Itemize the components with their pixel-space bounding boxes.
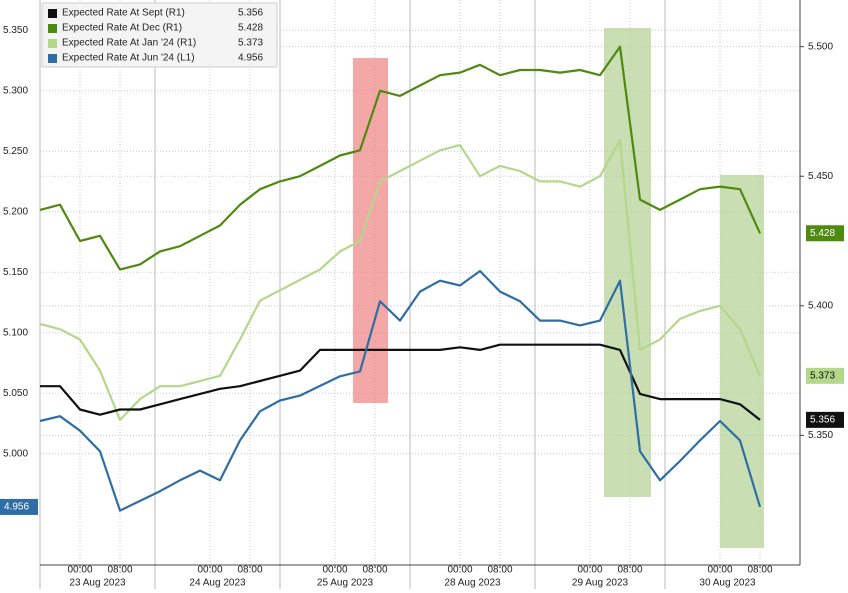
x-group-label: 25 Aug 2023 bbox=[317, 578, 374, 589]
x-tick-label: 00:00 bbox=[322, 565, 347, 576]
legend-label: Expected Rate At Jan '24 (R1) bbox=[62, 38, 196, 49]
x-group-label: 23 Aug 2023 bbox=[69, 578, 126, 589]
value-tag bbox=[806, 367, 844, 384]
x-group-label: 29 Aug 2023 bbox=[572, 578, 629, 589]
value-tag bbox=[806, 411, 844, 428]
legend-value: 5.356 bbox=[238, 8, 263, 19]
y-tick-label: 5.350 bbox=[3, 25, 28, 36]
x-tick-label: 00:00 bbox=[67, 565, 92, 576]
value-tag-label: 4.956 bbox=[4, 502, 29, 513]
highlight-band bbox=[720, 175, 764, 548]
series-line bbox=[40, 343, 761, 421]
legend-value: 5.373 bbox=[238, 38, 263, 49]
value-tag bbox=[806, 225, 844, 242]
x-tick-label: 08:00 bbox=[362, 565, 387, 576]
y2-tick-label: 5.450 bbox=[808, 171, 833, 182]
y-tick-label: 5.250 bbox=[3, 146, 28, 157]
value-tag-label: 5.428 bbox=[810, 228, 835, 239]
series-line bbox=[39, 45, 762, 271]
x-tick-label: 08:00 bbox=[237, 565, 262, 576]
y-tick-label: 5.000 bbox=[3, 448, 28, 459]
y-tick-label: 5.150 bbox=[3, 267, 28, 278]
value-tag bbox=[0, 498, 38, 515]
plot-area bbox=[40, 0, 800, 565]
x-group-label: 24 Aug 2023 bbox=[189, 578, 246, 589]
series-line bbox=[39, 269, 762, 512]
legend-swatch bbox=[48, 54, 57, 63]
legend-box bbox=[41, 2, 278, 68]
x-tick-label: 00:00 bbox=[197, 565, 222, 576]
y2-tick-label: 5.400 bbox=[808, 300, 833, 311]
highlights bbox=[353, 28, 764, 548]
x-tick-label: 08:00 bbox=[747, 565, 772, 576]
y-tick-label: 5.050 bbox=[3, 388, 28, 399]
x-tick-label: 08:00 bbox=[617, 565, 642, 576]
value-tag-label: 5.373 bbox=[810, 370, 835, 381]
value-tag-label: 5.356 bbox=[810, 415, 835, 426]
legend-value: 5.428 bbox=[238, 23, 263, 34]
x-tick-label: 00:00 bbox=[707, 565, 732, 576]
x-tick-label: 00:00 bbox=[577, 565, 602, 576]
legend-value: 4.956 bbox=[238, 53, 263, 64]
legend-swatch bbox=[48, 39, 57, 48]
x-group-label: 28 Aug 2023 bbox=[444, 578, 501, 589]
x-group-label: 30 Aug 2023 bbox=[699, 578, 756, 589]
y2-tick-label: 5.350 bbox=[808, 430, 833, 441]
x-tick-label: 08:00 bbox=[487, 565, 512, 576]
legend-swatch bbox=[48, 24, 57, 33]
y-tick-label: 5.200 bbox=[3, 206, 28, 217]
legend-label: Expected Rate At Dec (R1) bbox=[62, 23, 182, 34]
x-tick-label: 08:00 bbox=[107, 565, 132, 576]
y-tick-label: 5.300 bbox=[3, 85, 28, 96]
series-line bbox=[39, 138, 762, 421]
legend-label: Expected Rate At Sept (R1) bbox=[62, 8, 185, 19]
highlight-band bbox=[353, 58, 388, 403]
legend-label: Expected Rate At Jun '24 (L1) bbox=[62, 53, 195, 64]
y-tick-label: 5.100 bbox=[3, 327, 28, 338]
y2-tick-label: 5.500 bbox=[808, 41, 833, 52]
legend-swatch bbox=[48, 9, 57, 18]
x-tick-label: 00:00 bbox=[447, 565, 472, 576]
legend: Expected Rate At Sept (R1) 5.356 Expected … bbox=[41, 2, 278, 68]
